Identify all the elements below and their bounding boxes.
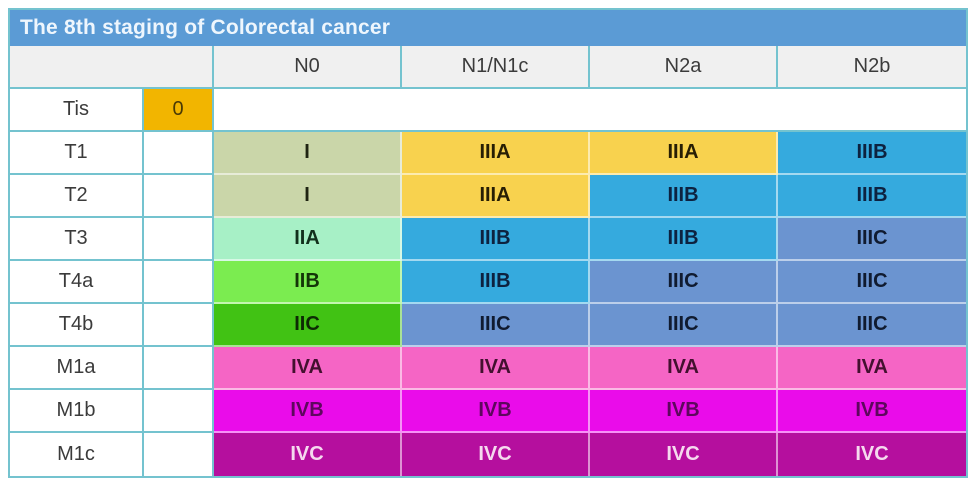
stage-cell-t4b-n2b: IIIC	[778, 304, 966, 347]
row-label-t4a: T4a	[10, 261, 144, 304]
stage-cell-m1b-n2b: IVB	[778, 390, 966, 433]
stage-cell-m1b-n2a: IVB	[590, 390, 778, 433]
stage-cell-t3-n2b: IIIC	[778, 218, 966, 261]
col-header-n2b: N2b	[778, 46, 966, 89]
row-label-m1b: M1b	[10, 390, 144, 433]
stage0-cell-t4a-empty	[144, 261, 214, 304]
row-label-m1a: M1a	[10, 347, 144, 390]
row-label-t4b: T4b	[10, 304, 144, 347]
col-header-n1n1c: N1/N1c	[402, 46, 590, 89]
header-corner-cell	[10, 46, 214, 89]
stage0-cell-tis: 0	[144, 89, 214, 132]
stage-cell-m1c-n1n1c: IVC	[402, 433, 590, 476]
stage-cell-m1b-n0: IVB	[214, 390, 402, 433]
stage-cell-m1a-n1n1c: IVA	[402, 347, 590, 390]
stage-cell-m1c-n2b: IVC	[778, 433, 966, 476]
stage-cell-t1-n0: I	[214, 132, 402, 175]
stage0-cell-m1a-empty	[144, 347, 214, 390]
row-label-t3: T3	[10, 218, 144, 261]
table-title: The 8th staging of Colorectal cancer	[20, 16, 391, 39]
row-label-t1: T1	[10, 132, 144, 175]
stage-cell-m1b-n1n1c: IVB	[402, 390, 590, 433]
col-header-n0: N0	[214, 46, 402, 89]
stage-cell-m1c-n0: IVC	[214, 433, 402, 476]
stage-cell-t4a-n1n1c: IIIB	[402, 261, 590, 304]
stage-cell-t1-n2a: IIIA	[590, 132, 778, 175]
stage0-cell-t1-empty	[144, 132, 214, 175]
stage-cell-m1a-n2a: IVA	[590, 347, 778, 390]
stage-cell-m1c-n2a: IVC	[590, 433, 778, 476]
stage-cell-t3-n1n1c: IIIB	[402, 218, 590, 261]
row-label-m1c: M1c	[10, 433, 144, 476]
stage-cell-t2-n1n1c: IIIA	[402, 175, 590, 218]
stage-cell-t4a-n2a: IIIC	[590, 261, 778, 304]
stage-cell-t4b-n2a: IIIC	[590, 304, 778, 347]
staging-table-panel: The 8th staging of Colorectal cancer N0 N…	[8, 8, 968, 478]
title-bar: The 8th staging of Colorectal cancer	[10, 10, 966, 46]
stage-cell-t4b-n1n1c: IIIC	[402, 304, 590, 347]
stage-cell-t1-n1n1c: IIIA	[402, 132, 590, 175]
staging-grid: N0 N1/N1c N2a N2b Tis 0 T1 I IIIA IIIA IIIB T2 I IIIA…	[10, 46, 966, 476]
stage-cell-t4b-n0: IIC	[214, 304, 402, 347]
merged-blank-cell-tis	[214, 89, 966, 132]
stage-cell-t1-n2b: IIIB	[778, 132, 966, 175]
row-label-t2: T2	[10, 175, 144, 218]
stage-cell-m1a-n2b: IVA	[778, 347, 966, 390]
col-header-n2a: N2a	[590, 46, 778, 89]
stage0-cell-t3-empty	[144, 218, 214, 261]
stage-cell-t2-n2b: IIIB	[778, 175, 966, 218]
stage-cell-t2-n0: I	[214, 175, 402, 218]
stage-cell-m1a-n0: IVA	[214, 347, 402, 390]
stage-cell-t2-n2a: IIIB	[590, 175, 778, 218]
row-label-tis: Tis	[10, 89, 144, 132]
stage-cell-t4a-n2b: IIIC	[778, 261, 966, 304]
stage0-cell-m1c-empty	[144, 433, 214, 476]
stage0-cell-t2-empty	[144, 175, 214, 218]
stage0-cell-m1b-empty	[144, 390, 214, 433]
stage-cell-t3-n0: IIA	[214, 218, 402, 261]
stage-cell-t3-n2a: IIIB	[590, 218, 778, 261]
stage0-cell-t4b-empty	[144, 304, 214, 347]
stage-cell-t4a-n0: IIB	[214, 261, 402, 304]
